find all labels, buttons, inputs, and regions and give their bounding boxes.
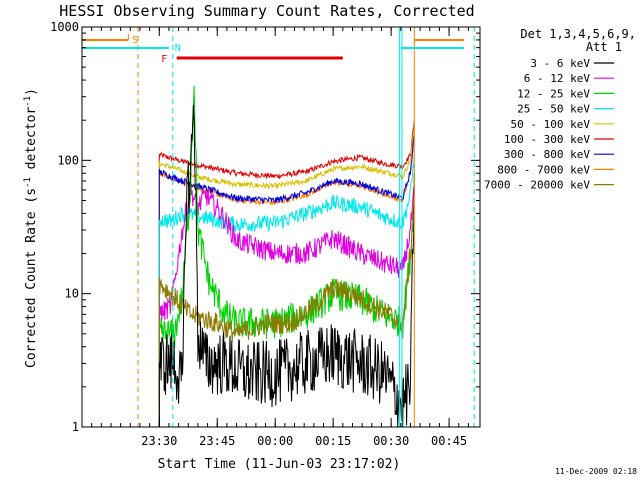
y-axis-label-sup1: -1	[23, 177, 33, 188]
y-axis-label-main: Corrected Count Rate (s	[24, 188, 39, 368]
legend: Det 1,3,4,5,6,9, Att 1 3 - 6 keV 6 - 12 k…	[484, 27, 636, 192]
y-axis-label: Corrected Count Rate (s-1 detector-1)	[23, 88, 39, 368]
y-tick-label: 10	[65, 287, 79, 301]
series-line	[158, 120, 415, 427]
legend-header-detectors: Det 1,3,4,5,6,9,	[520, 27, 636, 41]
series-line	[158, 126, 415, 427]
series-line	[158, 104, 415, 428]
flag-bars: S NF	[82, 34, 464, 65]
legend-label: 300 - 800 keV	[504, 148, 590, 161]
legend-label: 3 - 6 keV	[530, 57, 590, 70]
series-line	[158, 181, 415, 427]
x-tick-label: 00:30	[373, 434, 409, 448]
flag-label-n: N	[175, 43, 181, 54]
flag-label-s: S	[132, 35, 138, 46]
x-tick-label: 00:45	[431, 434, 467, 448]
x-axis: 23:30 23:45 00:00 00:15 00:30 00:45	[81, 27, 469, 448]
x-tick-label: 00:00	[257, 434, 293, 448]
legend-header-attenuator: Att 1	[586, 40, 622, 54]
series-line	[158, 85, 415, 427]
series-layer	[158, 85, 415, 428]
legend-label: 50 - 100 keV	[511, 118, 591, 131]
marker-lines	[137, 27, 475, 427]
y-tick-label: 100	[57, 153, 79, 167]
series-line	[158, 154, 415, 427]
x-tick-label: 23:45	[199, 434, 235, 448]
y-axis-label-mid: detector	[24, 107, 39, 178]
plot-frame	[81, 26, 481, 428]
legend-label: 800 - 7000 keV	[497, 163, 590, 176]
y-axis-label-sup2: -1	[23, 96, 33, 107]
chart-title: HESSI Observing Summary Count Rates, Cor…	[59, 2, 474, 20]
x-tick-label: 00:15	[315, 434, 351, 448]
legend-label: 100 - 300 keV	[504, 133, 590, 146]
legend-items: 3 - 6 keV 6 - 12 keV 12 - 25 keV 25 - 50 ke…	[484, 57, 614, 192]
legend-label: 12 - 25 keV	[517, 87, 590, 100]
x-axis-label: Start Time (11-Jun-03 23:17:02)	[158, 457, 401, 472]
legend-label: 25 - 50 keV	[517, 103, 590, 116]
y-tick-label: 1000	[50, 20, 79, 34]
y-axis: 1 10 100 1000	[50, 20, 480, 434]
series-line	[158, 189, 415, 427]
y-tick-label: 1	[72, 420, 79, 434]
legend-label: 6 - 12 keV	[524, 72, 591, 85]
x-tick-label: 23:30	[141, 434, 177, 448]
flag-label-f: F	[161, 54, 167, 65]
series-line	[158, 136, 415, 427]
footer-timestamp: 11-Dec-2009 02:18	[555, 467, 637, 476]
legend-label: 7000 - 20000 keV	[484, 179, 590, 192]
y-axis-label-end: )	[24, 88, 39, 96]
series-line	[158, 134, 415, 427]
